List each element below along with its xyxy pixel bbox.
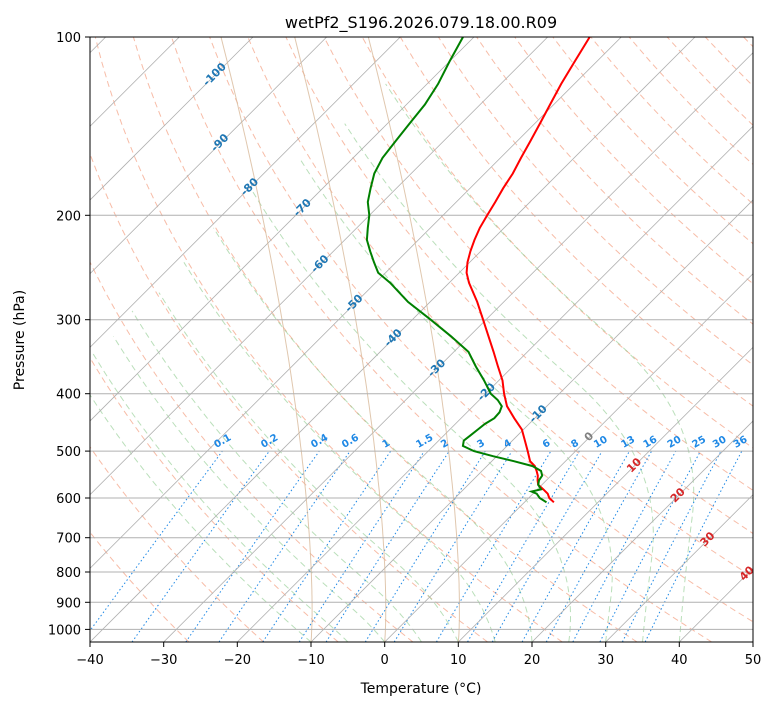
dry-adiabat-line <box>209 37 753 623</box>
mixing-ratio-line <box>218 450 351 642</box>
y-tick-label: 800 <box>56 566 81 581</box>
x-tick-label: −30 <box>150 653 177 668</box>
x-axis-ticks: −40 −30 −20 −10 0 10 20 30 40 50 <box>76 642 761 668</box>
mixing-ratio-line <box>131 450 270 642</box>
mixing-ratio-line <box>572 450 677 642</box>
y-tick-label: 400 <box>56 388 81 403</box>
moist-adiabat-line <box>298 157 613 642</box>
x-tick-label: 20 <box>524 653 541 668</box>
plot-frame <box>89 36 754 643</box>
y-tick-label: 500 <box>56 445 81 460</box>
y-tick-label: 700 <box>56 532 81 547</box>
mixing-ratio-label: 2 <box>439 438 451 451</box>
x-tick-label: 0 <box>381 653 389 668</box>
mixing-ratio-line <box>521 450 630 642</box>
mixing-ratio-label: 4 <box>502 438 514 451</box>
moist-adiabat-line <box>183 262 496 642</box>
isotherm-line <box>605 494 753 642</box>
moist-adiabat-line <box>112 336 386 642</box>
isotherm-line <box>310 199 753 642</box>
isotherm-line <box>531 420 753 642</box>
moist-adiabat-line <box>213 227 533 642</box>
isotherm-line <box>163 52 753 642</box>
mixing-ratio-line <box>325 450 450 642</box>
dry-adiabat-line <box>247 37 753 578</box>
isotherm-line <box>90 37 327 275</box>
y-tick-label: 300 <box>56 314 81 329</box>
isotherm-line <box>90 37 548 496</box>
curved-reference-line <box>294 37 387 642</box>
mixing-ratio-line <box>545 450 653 642</box>
temperature-profile-line <box>465 37 591 504</box>
x-tick-label: 40 <box>671 653 688 668</box>
isotherm-line <box>90 37 622 569</box>
background-lines <box>90 37 753 642</box>
dewpoint-profile-line <box>365 37 548 504</box>
moist-adiabat-line <box>250 187 571 642</box>
isotherm-line <box>90 37 401 348</box>
mixing-ratio-label: 3 <box>475 438 487 451</box>
x-axis-title: Temperature (°C) <box>360 681 482 697</box>
dry-adiabat-line <box>90 260 414 642</box>
x-tick-label: 50 <box>745 653 762 668</box>
y-axis-title: Pressure (hPa) <box>12 290 28 390</box>
y-tick-label: 600 <box>56 492 81 507</box>
mixing-ratio-line <box>185 450 320 642</box>
isotherm-line <box>458 346 753 642</box>
mixing-ratio-label: 1 <box>381 438 393 451</box>
isotherm-line <box>237 125 753 642</box>
x-tick-label: −40 <box>76 653 103 668</box>
dry-adiabat-line <box>90 446 264 642</box>
dry-adiabat-line <box>476 37 753 325</box>
moist-adiabat-line <box>158 292 459 642</box>
mixing-ratio-label: 6 <box>541 438 553 451</box>
mixing-ratio-line <box>90 450 223 632</box>
dry-adiabat-line <box>171 37 712 642</box>
profile-series <box>365 37 591 504</box>
y-tick-label: 200 <box>56 209 81 224</box>
dry-adiabat-line <box>323 37 753 491</box>
dry-adiabat-line <box>514 37 753 285</box>
y-axis-ticks: 100 200 300 400 500 600 700 800 900 1000 <box>48 31 90 638</box>
isotherm-line <box>90 37 254 201</box>
x-tick-label: 30 <box>597 653 614 668</box>
moist-adiabat-line <box>131 310 422 642</box>
y-tick-label: 100 <box>56 31 81 46</box>
curved-reference-line <box>220 37 313 642</box>
mixing-ratio-line <box>393 450 513 642</box>
dry-adiabat-line <box>90 356 339 642</box>
mixing-ratio-label: 8 <box>569 438 581 451</box>
dry-adiabat-line <box>132 37 638 642</box>
mixing-ratio-line <box>298 450 425 642</box>
mixing-ratio-line <box>262 450 392 642</box>
isotherm-line <box>384 273 753 642</box>
mixing-ratio-line <box>644 450 743 642</box>
y-tick-label: 900 <box>56 596 81 611</box>
moist-adiabat-line <box>91 351 349 642</box>
x-tick-label: −20 <box>224 653 251 668</box>
chart-title: wetPf2_S196.2026.079.18.00.R09 <box>285 13 557 33</box>
moist-adiabat-line <box>90 394 312 642</box>
x-tick-label: −10 <box>297 653 324 668</box>
dry-adiabat-line <box>94 37 563 642</box>
isotherm-line <box>90 37 475 422</box>
x-tick-label: 10 <box>450 653 467 668</box>
isotherm-line <box>90 37 696 642</box>
y-tick-label: 1000 <box>48 623 81 638</box>
dry-adiabat-line <box>285 37 753 535</box>
moist-adiabat-line <box>385 83 695 642</box>
curved-reference-line <box>367 37 460 642</box>
